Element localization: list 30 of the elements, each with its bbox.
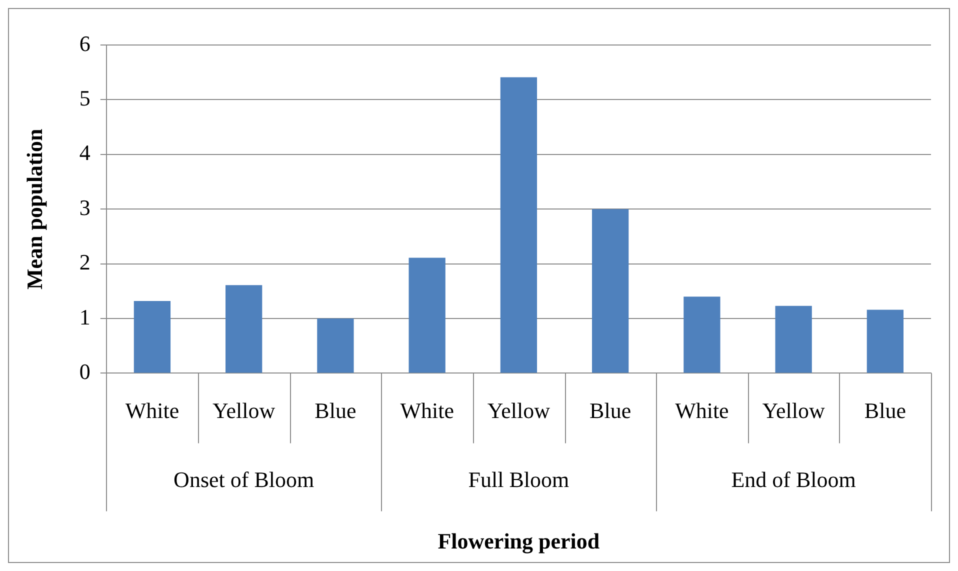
x-tick-label: Yellow — [212, 398, 276, 424]
y-tick-label: 6 — [79, 30, 90, 56]
y-tick-label: 5 — [79, 85, 90, 110]
y-tick-label: 4 — [79, 140, 90, 166]
bar — [866, 310, 904, 373]
bar — [408, 258, 446, 373]
x-tick-label: Yellow — [762, 398, 825, 424]
y-tick-label: 2 — [79, 250, 90, 275]
text: Full Bloom — [468, 466, 570, 492]
bar — [317, 318, 354, 373]
x-tick-label: Blue — [864, 398, 906, 424]
y-tick-label: 0 — [79, 358, 90, 384]
x-axis-title: Flowering period — [438, 528, 600, 554]
bar — [592, 209, 629, 373]
bar — [226, 285, 262, 373]
text: End of Bloom — [731, 466, 856, 492]
y-tick-label: 3 — [79, 194, 90, 220]
x-tick-label: White — [125, 398, 180, 424]
bar — [775, 306, 812, 373]
x-tick-label: White — [675, 398, 729, 424]
x-tick-label: Yellow — [487, 398, 550, 424]
y-axis-title: Mean population — [22, 128, 47, 290]
x-tick-label: Blue — [590, 398, 632, 424]
x-tick-label: Blue — [314, 398, 356, 424]
bar — [684, 296, 720, 373]
bar — [134, 300, 171, 373]
bar — [500, 77, 538, 373]
text: Onset of Bloom — [174, 466, 314, 492]
y-tick-label: 1 — [79, 304, 90, 330]
x-tick-label: White — [400, 398, 454, 424]
